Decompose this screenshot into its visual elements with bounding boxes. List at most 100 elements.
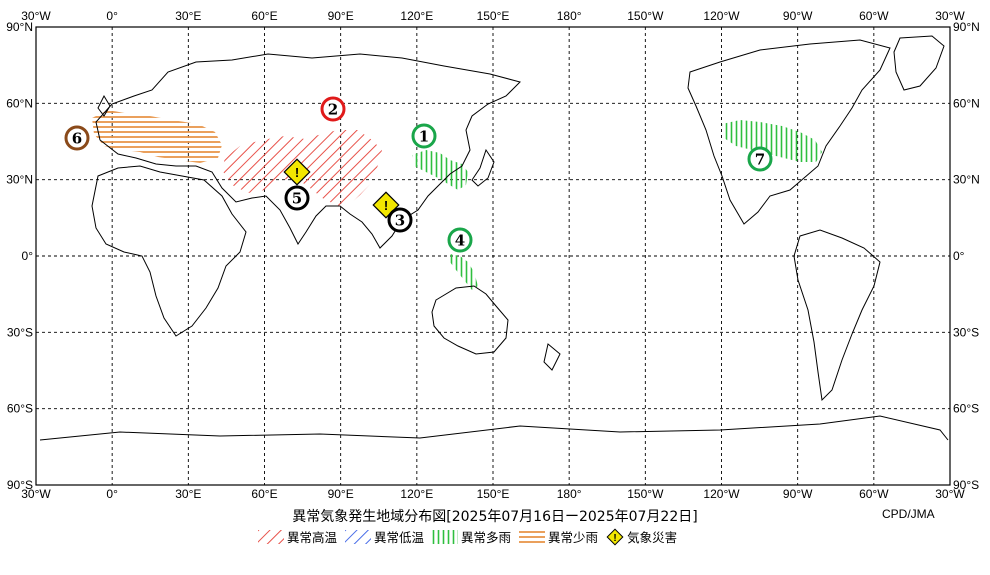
event-marker-number: 2 [328,101,338,119]
right-latitude-labels: 90°N 60°N 30°N 0° 30°S 60°S 90°S [953,20,980,492]
event-marker-5: 5 [284,185,310,211]
hatch-vertical-green-icon [432,529,459,544]
hatch-diagonal-red-icon [258,529,284,544]
longitude-tick-label: 150°W [627,487,664,501]
longitude-tick-label: 60°E [251,487,277,501]
longitude-tick-label: 30°W [935,9,965,23]
longitude-tick-label: 90°E [328,9,354,23]
svg-text:!: ! [613,533,616,544]
longitude-tick-label: 0° [106,487,118,501]
wet-area-north-america [722,120,822,162]
left-latitude-labels: 90°N 60°N 30°N 0° 30°S 60°S 90°S [6,20,33,492]
event-marker-2: 2 [320,96,346,122]
hatch-diagonal-blue-icon [345,529,372,544]
event-marker-ring [447,227,473,253]
latitude-tick-label: 30°S [7,325,33,339]
longitude-tick-label: 60°E [251,9,277,23]
coastlines [39,35,949,441]
event-marker-number: 3 [395,212,405,230]
longitude-tick-label: 150°W [627,9,664,23]
latitude-tick-label: 90°S [7,478,33,492]
latitude-tick-label: 30°S [953,325,979,339]
graticule [36,27,950,485]
dry-area-europe [92,110,222,163]
event-marker-ring [411,123,437,149]
longitude-tick-label: 90°W [783,9,813,23]
landmass-south-america [793,229,881,402]
longitude-tick-label: 150°E [477,487,510,501]
event-marker-7: 7 [747,146,773,172]
wet-area-maritime [450,254,478,290]
longitude-tick-label: 180° [557,9,582,23]
latitude-tick-label: 60°S [953,402,979,416]
latitude-tick-label: 0° [953,249,965,263]
longitude-tick-label: 90°W [783,487,813,501]
disaster-marker: ! [283,158,311,186]
latitude-tick-label: 0° [22,249,34,263]
latitude-tick-label: 60°N [6,96,33,110]
landmass-japan [471,148,495,187]
event-marker-3: 3 [387,207,413,233]
legend-label: 異常多雨 [461,530,512,545]
latitude-tick-label: 30°N [6,173,33,187]
longitude-tick-label: 30°W [21,9,51,23]
event-marker-number: 7 [755,151,765,169]
legend: 異常高温 異常低温 異常多雨 異常少雨 ! 気象災害 [258,527,685,546]
legend-label: 異常低温 [374,530,425,545]
event-marker-ring [747,146,773,172]
legend-label: 気象災害 [627,530,678,545]
event-marker-ring [387,207,413,233]
longitude-tick-label: 60°W [859,487,889,501]
latitude-tick-label: 60°N [953,96,980,110]
legend-item-dry: 異常少雨 [519,527,598,546]
longitude-tick-label: 120°W [703,487,740,501]
latitude-tick-label: 90°N [953,20,980,34]
landmass-uk [97,94,111,117]
longitude-tick-label: 120°W [703,9,740,23]
legend-item-cold: 異常低温 [345,527,424,546]
landmass-antarctica [39,415,949,441]
event-marker-ring [320,96,346,122]
longitude-tick-label: 120°E [400,9,433,23]
event-marker-number: 5 [292,190,302,208]
top-longitude-labels: 30°W 0° 30°E 60°E 90°E 120°E 150°E 180° 150°W 120… [21,9,965,23]
credit-label: CPD/JMA [882,507,935,521]
svg-text:!: ! [295,165,299,180]
hatch-horizontal-orange-icon [519,529,546,544]
wet-area-east-asia [412,150,468,190]
landmass-australia [431,285,509,355]
event-marker-number: 4 [455,232,465,250]
latitude-tick-label: 90°N [6,20,33,34]
event-markers: 1 2 3 4 5 6 7 [64,96,773,253]
longitude-tick-label: 30°E [175,9,201,23]
event-marker-6: 6 [64,125,90,151]
longitude-tick-label: 150°E [477,9,510,23]
event-marker-1: 1 [411,123,437,149]
map-title: 異常気象発生地域分布図[2025年07月16日ー2025年07月22日] [292,509,698,525]
warning-diamond-icon: ! [606,528,624,545]
landmass-greenland [893,35,945,91]
longitude-tick-label: 0° [106,9,118,23]
event-marker-number: 1 [419,128,429,146]
svg-text:!: ! [384,198,388,213]
landmass-eurasia [95,53,521,249]
longitude-tick-label: 60°W [859,9,889,23]
legend-item-disaster: ! 気象災害 [606,527,677,546]
longitude-tick-label: 30°W [935,487,965,501]
event-marker-ring [284,185,310,211]
longitude-tick-label: 30°W [21,487,51,501]
longitude-tick-label: 30°E [175,487,201,501]
latitude-tick-label: 60°S [7,402,33,416]
longitude-tick-label: 90°E [328,487,354,501]
longitude-tick-label: 180° [557,487,582,501]
landmass-africa [91,165,247,337]
bottom-longitude-labels: 30°W 0° 30°E 60°E 90°E 120°E 150°E 180° 150°W 120… [21,487,965,501]
event-marker-ring [64,125,90,151]
longitude-tick-label: 120°E [400,487,433,501]
event-marker-number: 6 [72,130,82,148]
latitude-tick-label: 30°N [953,173,980,187]
landmass-new-zealand [543,343,561,371]
legend-item-hot: 異常高温 [258,527,337,546]
event-marker-4: 4 [447,227,473,253]
